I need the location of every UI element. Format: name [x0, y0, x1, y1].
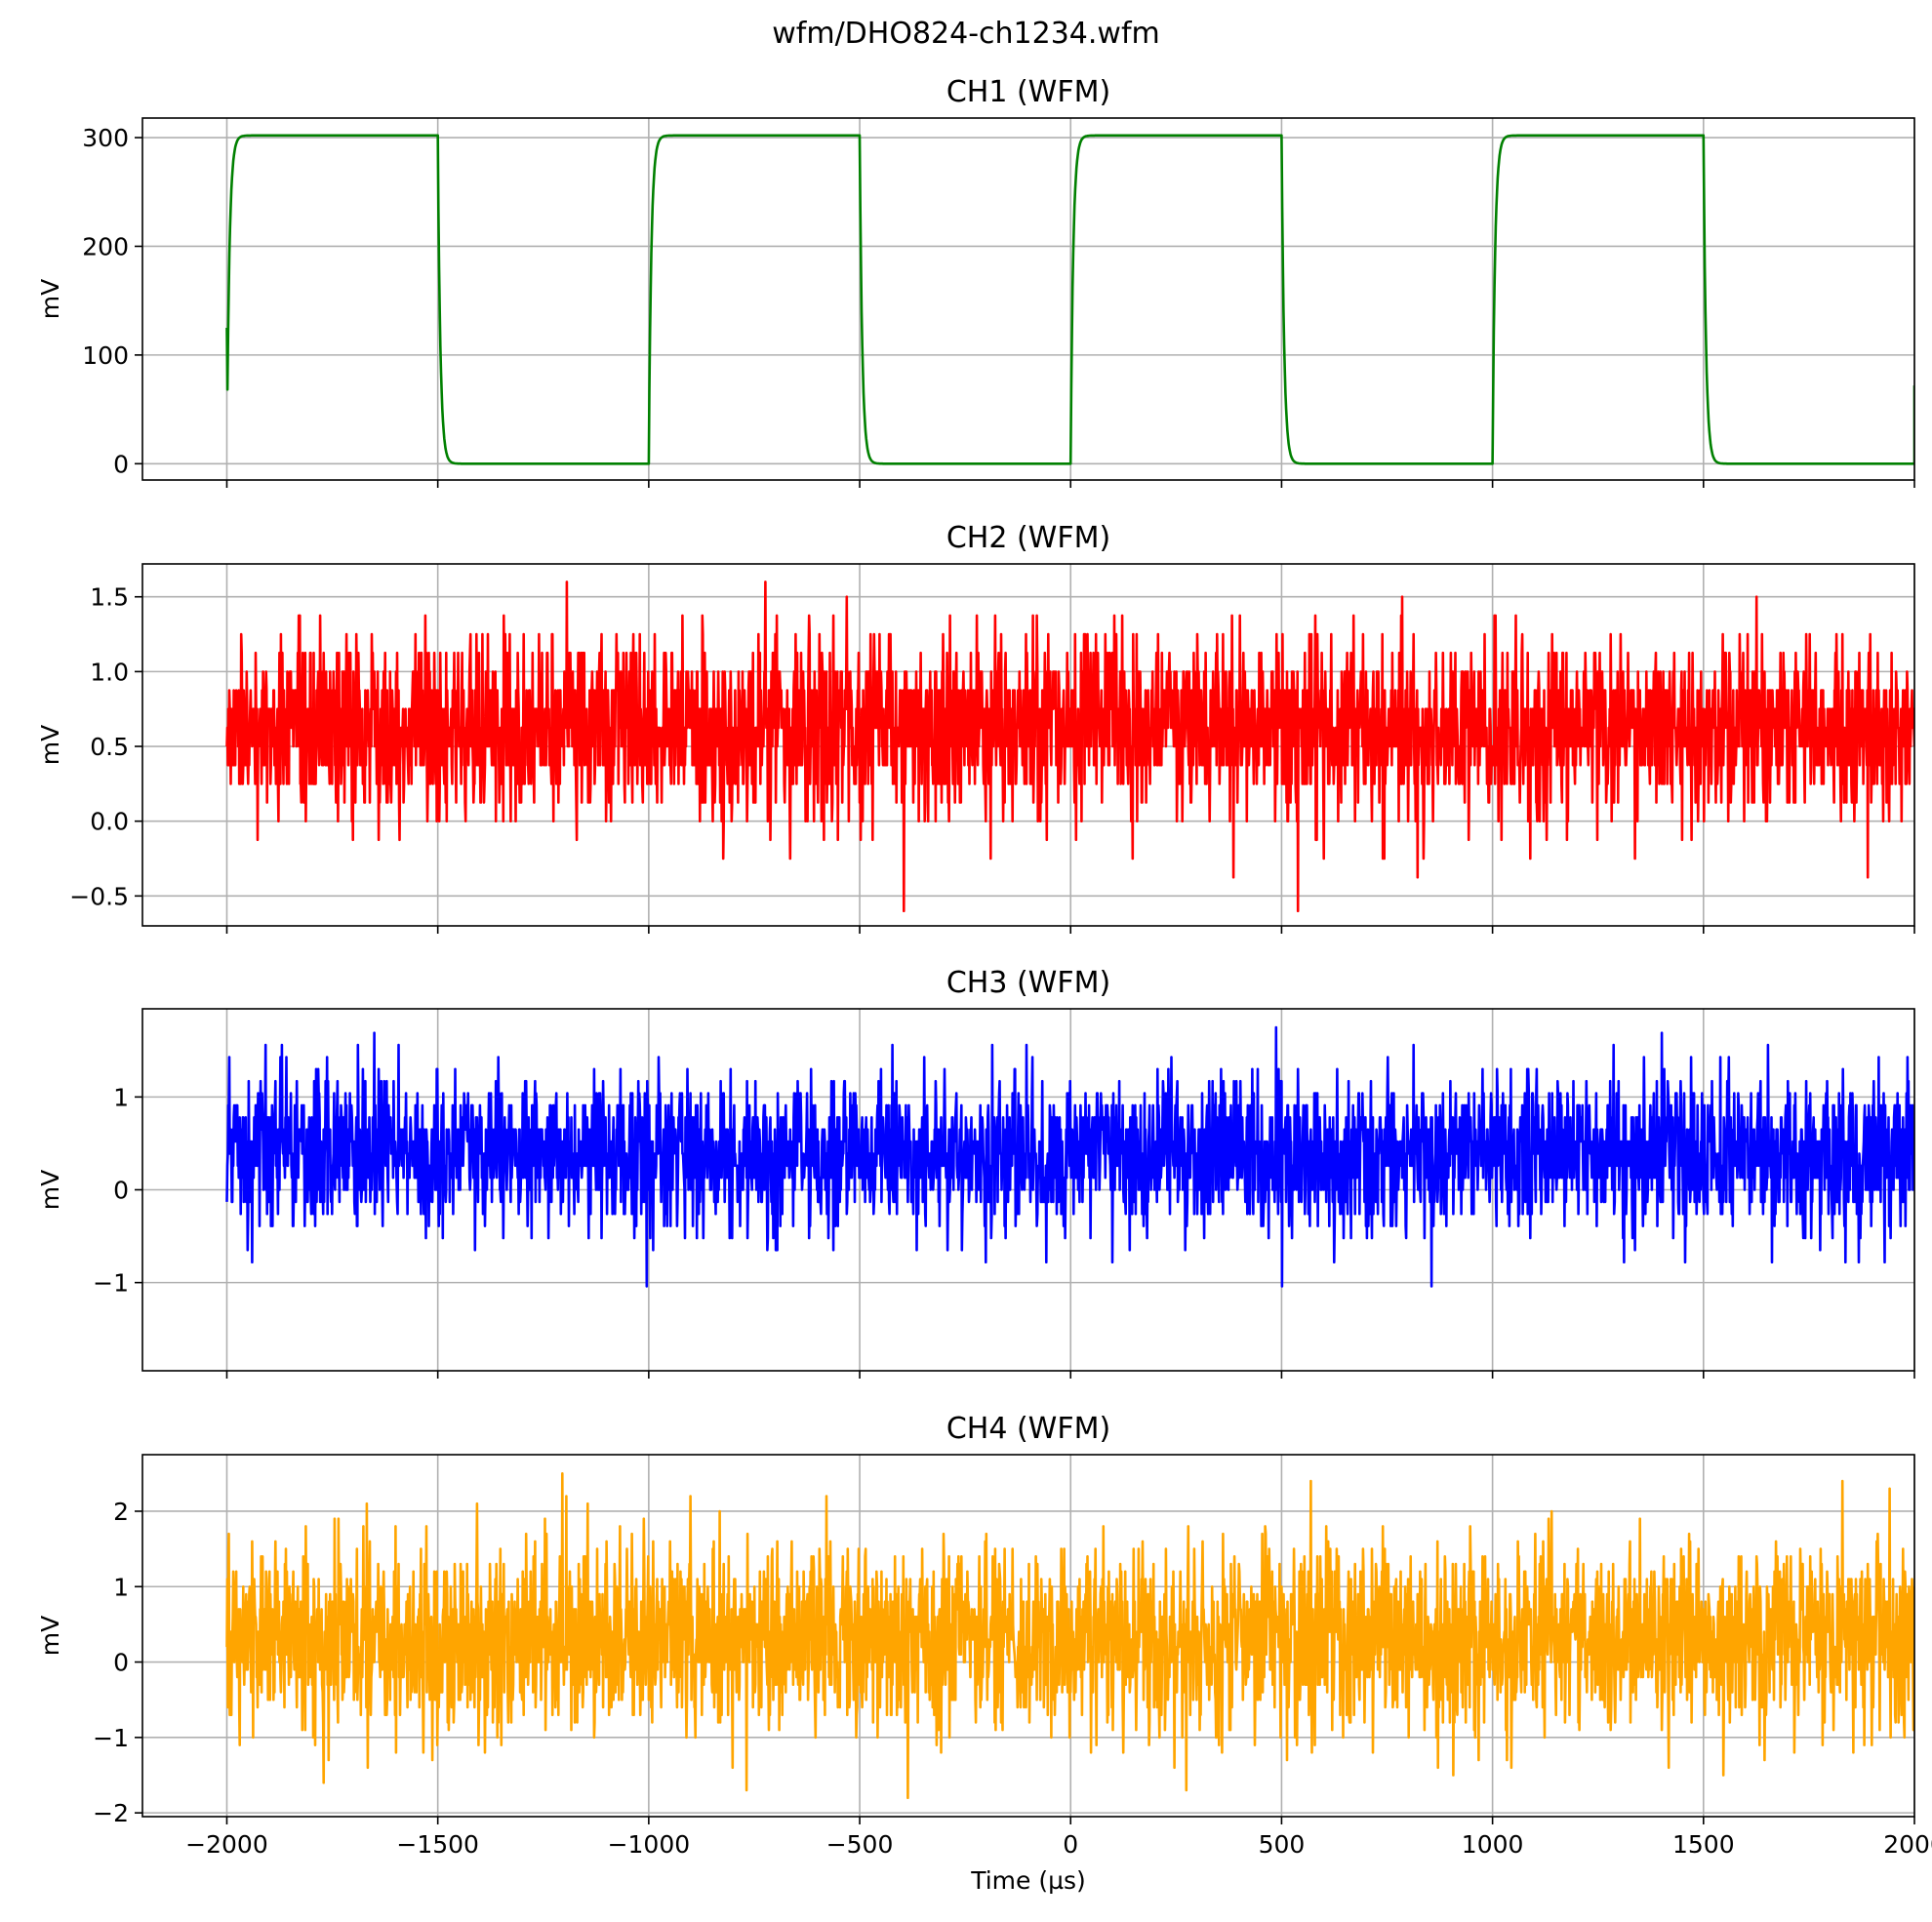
y-tick-label: 0.0 [90, 808, 129, 836]
panel-ch4: −2000 −1500 −1000 −500 0 500 1000 1500 2000 −2 −1 0… [36, 1412, 1932, 1895]
panel-title: CH3 (WFM) [946, 966, 1110, 1000]
x-tick-label: 1000 [1462, 1830, 1524, 1859]
y-tick-label: 100 [82, 341, 129, 370]
y-axis: −2 −1 0 1 2 [93, 1498, 142, 1827]
ch3-trace [225, 1025, 1914, 1288]
y-tick-label: 0 [113, 1177, 129, 1205]
panel-title: CH2 (WFM) [946, 521, 1110, 555]
panel-title: CH1 (WFM) [946, 75, 1110, 109]
plot-frame [141, 117, 1915, 481]
ch1-trace [225, 134, 1914, 465]
y-tick-label: 1 [113, 1573, 129, 1601]
y-axis-label: mV [36, 1616, 64, 1656]
y-axis: 0 100 200 300 [82, 124, 142, 478]
y-tick-label: 1 [113, 1083, 129, 1111]
panel-ch2: −0.5 0.0 0.5 1.0 1.5 CH2 (WFM) mV [36, 521, 1915, 934]
y-tick-label: 200 [82, 232, 129, 260]
y-tick-label: 0 [113, 1649, 129, 1677]
plot-frame [141, 563, 1915, 927]
y-axis: −0.5 0.0 0.5 1.0 1.5 [69, 583, 142, 910]
x-axis [225, 926, 1915, 934]
x-tick-label: 2000 [1883, 1830, 1932, 1859]
y-axis: −1 0 1 [93, 1083, 142, 1298]
y-tick-label: 2 [113, 1498, 129, 1526]
y-axis-label: mV [36, 725, 64, 765]
figure-suptitle: wfm/DHO824-ch1234.wfm [772, 17, 1160, 51]
y-tick-label: 1.0 [90, 658, 129, 686]
plot-frame [141, 1454, 1915, 1818]
x-tick-label: 500 [1259, 1830, 1306, 1859]
y-tick-label: −1 [93, 1724, 129, 1752]
x-axis [225, 1371, 1915, 1379]
x-axis [225, 480, 1915, 488]
y-tick-label: 0.5 [90, 733, 129, 761]
x-tick-label: −1000 [608, 1830, 691, 1859]
y-axis-label: mV [36, 1170, 64, 1210]
panel-title: CH4 (WFM) [946, 1412, 1110, 1446]
y-tick-label: 1.5 [90, 583, 129, 612]
grid-lines [142, 118, 1915, 480]
x-tick-label: −500 [826, 1830, 894, 1859]
y-tick-label: −0.5 [69, 882, 129, 910]
y-tick-label: 0 [113, 450, 129, 478]
y-tick-label: −2 [93, 1799, 129, 1827]
y-axis-label: mV [36, 279, 64, 319]
ch4-trace [225, 1472, 1914, 1799]
panel-ch1: 0 100 200 300 CH1 (WFM) mV [36, 75, 1915, 488]
x-tick-label: −1500 [396, 1830, 479, 1859]
x-tick-label: 1500 [1672, 1830, 1735, 1859]
x-tick-label: −2000 [185, 1830, 268, 1859]
y-tick-label: −1 [93, 1269, 129, 1298]
ch2-trace [225, 581, 1914, 912]
y-tick-label: 300 [82, 124, 129, 152]
x-axis-label: Time (µs) [970, 1866, 1086, 1895]
panel-ch3: −1 0 1 CH3 (WFM) mV [36, 966, 1915, 1379]
x-tick-label: 0 [1063, 1830, 1078, 1859]
x-axis: −2000 −1500 −1000 −500 0 500 1000 1500 2000 [185, 1817, 1932, 1859]
